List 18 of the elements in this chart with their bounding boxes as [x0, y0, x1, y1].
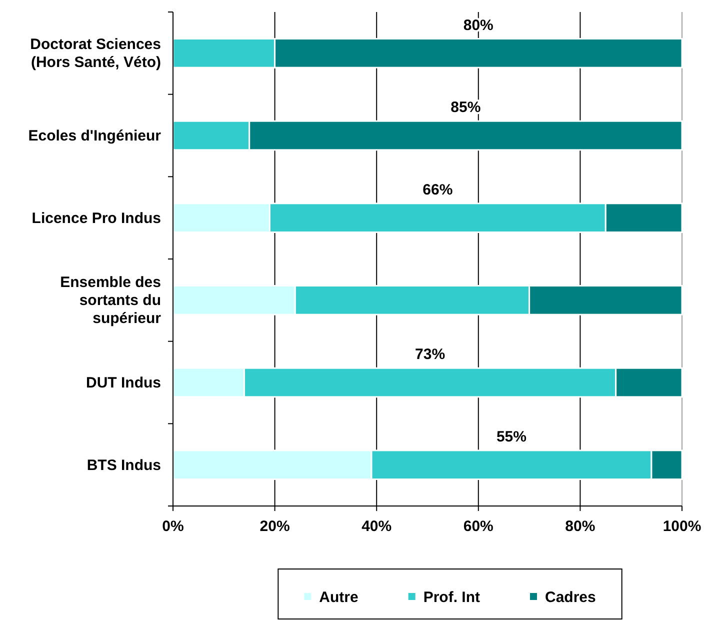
x-tick-label: 60%: [463, 518, 494, 535]
data-label: 66%: [422, 181, 453, 198]
legend-label: Autre: [319, 589, 358, 606]
y-tick-label: Licence Pro Indus: [32, 210, 161, 227]
y-tick-label: BTS Indus: [86, 456, 161, 474]
y-tick-label: Ecoles d'Ingénieur: [28, 128, 162, 144]
y-tick-label: DUT Indus: [86, 374, 161, 392]
data-label: 73%: [415, 346, 446, 364]
x-tick-label: 40%: [362, 518, 392, 535]
y-tick-label: Ensemble des sortants du supérieur: [60, 274, 162, 328]
legend-label: Cadres: [544, 589, 596, 606]
y-tick-label: Doctorat Sciences (Hors Santé, Véto): [30, 36, 161, 72]
x-tick-label: 100%: [662, 518, 702, 535]
x-tick-label: 0%: [162, 518, 184, 535]
x-tick-label: 80%: [565, 518, 596, 535]
x-tick-label: 20%: [260, 518, 290, 535]
legend-label: Prof. Int: [423, 589, 480, 606]
data-label: 55%: [496, 428, 526, 446]
